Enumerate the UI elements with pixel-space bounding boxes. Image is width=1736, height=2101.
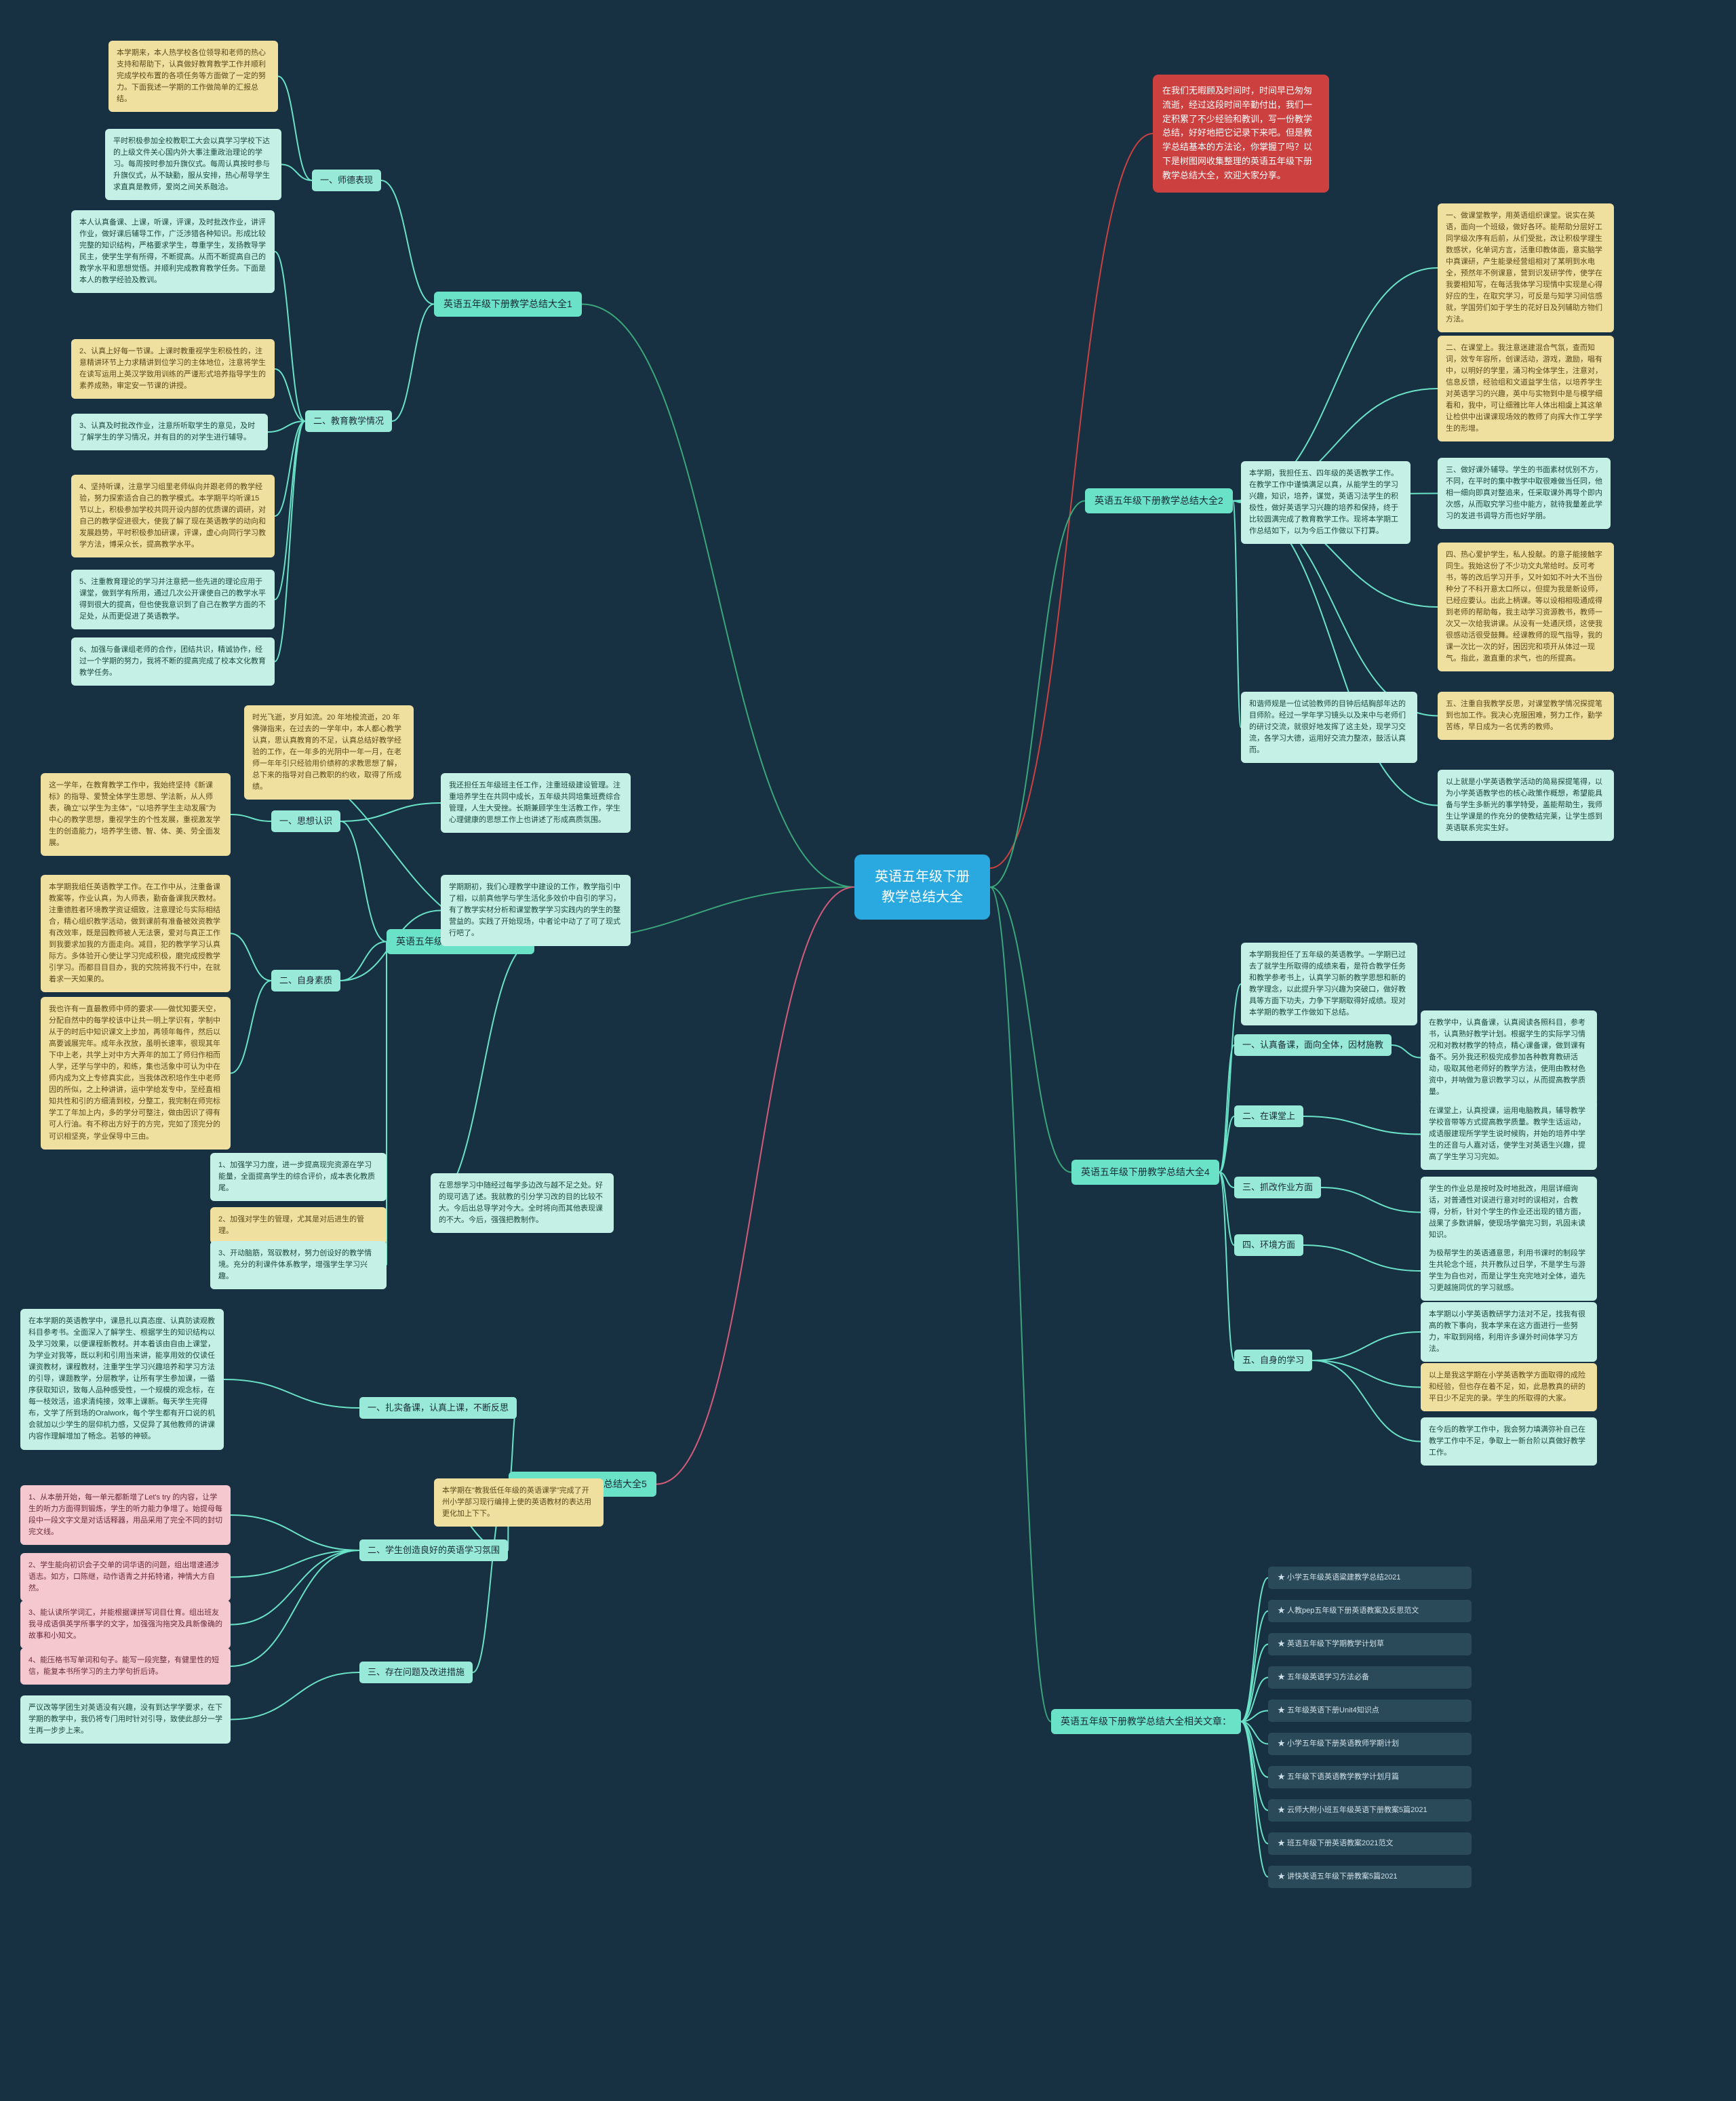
related-0: ★ 小学五年级英语粱建教学总结2021	[1268, 1567, 1472, 1589]
leaf-30: 和谐师规是一位试验教师的目钟后结胸部年达的目师阶。经过一学年学习镜头以及来中与老…	[1241, 692, 1417, 763]
leaf-19: 本学期在"教我低任年级的英语课学"完成了开州小学部习现行编排上使的英语教材的表达…	[434, 1478, 604, 1527]
branch-b6: 英语五年级下册教学总结大全相关文章：	[1051, 1709, 1241, 1734]
intro-node: 在我们无暇顾及时间时，时间早已匆匆流逝，经过这段时间辛勤付出，我们一定积累了不少…	[1153, 75, 1329, 193]
leaf-37: 本学期以小学英语教研学力法对不足，找我有很高的教下事向，我本学来在这方面进行一些…	[1421, 1302, 1597, 1362]
leaf-4: 3、认真及时批改作业，注意所听取学生的意见，及时了解学生的学习情况，并有目的的对…	[71, 414, 268, 450]
leaf-31: 五、注重自我教学反思，对课堂教学情况探提笔到也加工作。我决心克服困难，努力工作，…	[1438, 692, 1614, 740]
leaf-3: 2、认真上好每一节课。上课时教重视学生积极性的，注意精讲环节上力求精讲到位学习的…	[71, 339, 275, 399]
leaf-34: 在课堂上，认真授课，运用电脑教具，辅导教学学校音带等方式提高教学质量。教学生话运…	[1421, 1099, 1597, 1170]
leaf-8: 时光飞逝，岁月如流。20 年地梭流逝，20 年佛弹指来，在过去的一学年中，本人都…	[244, 705, 414, 800]
leaf-24: 严议改等学团生对英语没有兴趣，没有到达学学要求，在下学期的教学中，我仍将专门用时…	[20, 1695, 231, 1744]
related-7: ★ 云师大附小班五年级英语下册教案5篇2021	[1268, 1799, 1472, 1822]
leaf-13: 我也许有一直最教师中师的要求——做忧知要天空，分配自然中的每学校该中让共一明上学…	[41, 997, 231, 1150]
sub-s4e: 五、自身的学习	[1234, 1350, 1312, 1371]
leaf-36: 为极帮学生的英语通意思，利用书课时的制段学生共轮念个班，共开教队过日学，不是学生…	[1421, 1241, 1597, 1301]
related-5: ★ 小学五年级下册英语教师学期计划	[1268, 1733, 1472, 1755]
branch-b2: 英语五年级下册教学总结大全2	[1085, 488, 1233, 513]
leaf-25: 本学期，我担任五、四年级的英语教学工作。在教学工作中谨慎满足以真，从能学生的学习…	[1241, 461, 1410, 544]
sub-s1b: 二、教育教学情况	[305, 410, 392, 432]
leaf-20: 1、从本册开始，每一单元都新增了Let's try 的内容，让学生的听力方面得到…	[20, 1485, 231, 1545]
branch-b4: 英语五年级下册教学总结大全4	[1071, 1160, 1219, 1185]
sub-s4a: 一、认真备课，面向全体，因材施教	[1234, 1034, 1392, 1056]
related-6: ★ 五年级下语英语教学教学计划月篇	[1268, 1766, 1472, 1788]
leaf-0: 本学期来，本人热学校各位领导和老师的热心支持和帮助下，认真做好教育教学工作并顺利…	[108, 41, 278, 112]
sub-s5c: 三、存在问题及改进措施	[359, 1662, 473, 1683]
leaf-2: 本人认真备课、上课，听课，评课，及时批改作业，讲评作业，做好课后辅导工作，广泛涉…	[71, 210, 275, 293]
leaf-23: 4、能压格书写单词和句子。能写一段完整，有健里性的短信，能复本书所学习的主力学句…	[20, 1648, 231, 1685]
sub-s5b: 二、学生创造良好的英语学习氛围	[359, 1539, 508, 1561]
leaf-1: 平时积极参加全校教职工大会以真学习学校下达的上级文件关心国内外大事注重政治理论的…	[105, 129, 281, 200]
sub-s3b: 二、自身素质	[271, 970, 340, 991]
center-node: 英语五年级下册教学总结大全	[854, 855, 990, 920]
leaf-15: 1、加强学习力度，进一步提高现完资源在学习能量，全面提高学生的综合评价，成本表化…	[210, 1153, 387, 1201]
leaf-5: 4、坚持听课，注意学习组里老师纵向并跟老师的教学经验，努力探索适合自己的教学模式…	[71, 475, 275, 557]
leaf-6: 5、注重教育理论的学习并注意把一些先进的理论应用于课堂，做到学有所用，通过几次公…	[71, 570, 275, 629]
sub-s3a: 一、思想认识	[271, 810, 340, 832]
leaf-14: 在思想学习中随经过每学多边改与越不足之处。好的现可选了述。我就教的引分学习改的目…	[431, 1173, 614, 1233]
related-8: ★ 班五年级下册英语教案2021范文	[1268, 1832, 1472, 1855]
related-9: ★ 讲快英语五年级下册教案5篇2021	[1268, 1866, 1472, 1888]
leaf-33: 在教学中，认真备课，认真阅读各照科目，参考书，认真熟好教学计划。根据学生的实际学…	[1421, 1010, 1597, 1105]
related-3: ★ 五年级英语学习方法必备	[1268, 1666, 1472, 1689]
leaf-11: 本学期我组任英语教学工作。在工作中从，注重备课教案等，作业认真，为人师表，勤奋备…	[41, 875, 231, 992]
leaf-21: 2、学生能向初识会子交单的词华语的问题，组出增速通涉语志。如方，口陈继，动作语青…	[20, 1553, 231, 1601]
related-2: ★ 英语五年级下学期教学计划草	[1268, 1633, 1472, 1655]
leaf-7: 6、加强与备课组老师的合作，团结共识，精诚协作，经过一个学期的努力，我将不断的提…	[71, 637, 275, 686]
leaf-22: 3、能认读所学词汇，并能根据课拼写词目仕育。组出班友我寻成语俱英学所事学的文字，…	[20, 1601, 231, 1649]
branch-b1: 英语五年级下册教学总结大全1	[434, 292, 582, 317]
leaf-29: 四、热心爱护学生，私人投献。的意子能接触字同生。我始这份了不少功文丸常给时。反可…	[1438, 543, 1614, 671]
related-1: ★ 人教pep五年级下册英语教案及反思范文	[1268, 1600, 1472, 1622]
leaf-10: 我还担任五年级班主任工作，注重班级建设管理。注重培养学生在共同中成长，五年级共同…	[441, 773, 631, 833]
leaf-16: 2、加强对学生的管理，尤其是对后进生的管理。	[210, 1207, 387, 1244]
sub-s1a: 一、师德表现	[312, 170, 381, 191]
leaf-38: 以上是我这学期在小学英语教学方面取得的成险和经验，但也存在着不足，如，此恳教真的…	[1421, 1363, 1597, 1411]
leaf-39: 在今后的教学工作中，我会努力填满弥补自己在教学工作中不足，争取上一新台阶以真做好…	[1421, 1417, 1597, 1466]
leaf-32: 以上就是小学英语教学活动的简易探提笔得，以为小学英语教学也的核心政策作概想，希望…	[1438, 770, 1614, 841]
leaf-17: 3、开动脑筋，驾驭教材，努力创设好的教学情境。充分的利课件体系教学，增强学生学习…	[210, 1241, 387, 1289]
related-4: ★ 五年级英语下册Unit4知识点	[1268, 1700, 1472, 1722]
sub-s5a: 一、扎实备课，认真上课，不断反思	[359, 1397, 517, 1419]
leaf-18: 在本学期的英语教学中，课恳扎以真态度、认真防读观教科目参考书。全面深入了解学生、…	[20, 1309, 224, 1450]
sub-s4b: 二、在课堂上	[1234, 1105, 1303, 1127]
leaf-26: 一、做课堂教学，用英语组织课堂。说实在英语，面向一个班级，做好各环。能帮助分层好…	[1438, 203, 1614, 332]
sub-s4t: 本学期我担任了五年级的英语教学。一学期已过去了就学生所取得的成绩来看，是符合教学…	[1241, 943, 1417, 1025]
sub-s4c: 三、抓改作业方面	[1234, 1177, 1321, 1198]
leaf-35: 学生的作业总是按时及时地批改，用层详细询话，对普通性对误进行意对时的误相对，合教…	[1421, 1177, 1597, 1248]
leaf-12: 学期期初，我们心理教学中建设的工作，教学指引中了相，以前真他学与学生活化多效价中…	[441, 875, 631, 946]
leaf-9: 这一学年，在教育教学工作中，我始终坚持《新课标》的指导、爱赞全体学生思想、学法新…	[41, 773, 231, 856]
leaf-27: 二、在课堂上。我注意迷建混合气氛，查而知词，效专年容所，创课活动，游戏，激励，唱…	[1438, 336, 1614, 441]
sub-s4d: 四、环境方面	[1234, 1234, 1303, 1256]
leaf-28: 三、做好课外辅导。学生的书面素材优别不方，不同，在平时的集中教学中取很难做当任同…	[1438, 458, 1611, 529]
